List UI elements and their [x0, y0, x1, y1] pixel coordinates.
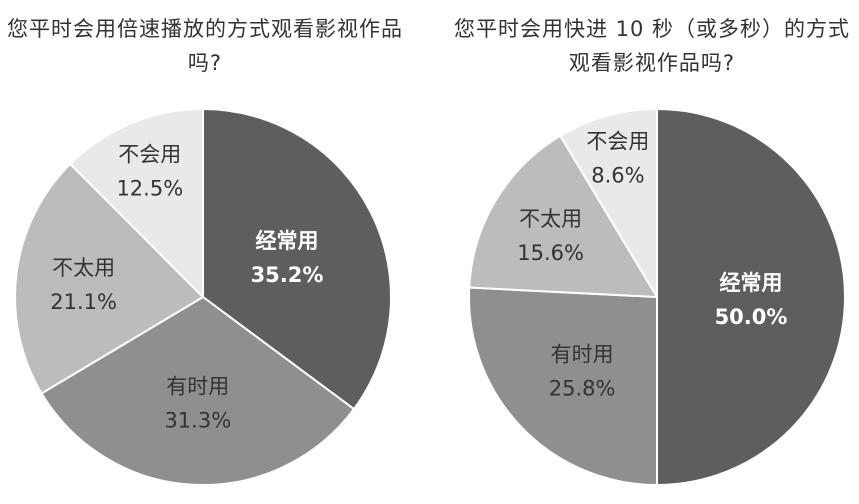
- right-slice-label-2: 有时用: [551, 342, 614, 366]
- right-slice-value-3: 15.6%: [517, 241, 584, 265]
- right-chart-title: 您平时会用快进 10 秒（或多秒）的方式观看影视作品吗?: [453, 17, 851, 75]
- right-pie-slice-2: [468, 286, 658, 486]
- left-slice-value-1: 35.2%: [251, 263, 324, 287]
- left-pie-slice-1: [202, 108, 392, 411]
- right-slice-label-1: 经常用: [720, 271, 783, 295]
- left-slice-label-3: 不太用: [52, 256, 115, 280]
- right-pie-slice-3: [468, 134, 658, 298]
- right-pie-slice-1: [656, 108, 846, 486]
- left-slice-value-2: 31.3%: [164, 408, 231, 432]
- left-pie-slice-4: [69, 108, 204, 298]
- left-slice-label-4: 不会用: [118, 142, 181, 166]
- left-slice-label-2: 有时用: [166, 374, 229, 398]
- left-slice-value-3: 21.1%: [50, 290, 117, 314]
- right-slice-value-1: 50.0%: [715, 305, 788, 329]
- left-pie-slice-2: [40, 296, 355, 486]
- right-slice-value-4: 8.6%: [591, 164, 644, 188]
- left-chart-title: 您平时会用倍速播放的方式观看影视作品吗?: [7, 17, 403, 75]
- right-slice-value-2: 25.8%: [549, 376, 616, 400]
- right-slice-label-3: 不太用: [519, 207, 582, 231]
- left-slice-value-4: 12.5%: [116, 176, 183, 200]
- right-pie-slice-4: [559, 108, 658, 298]
- left-slice-label-1: 经常用: [256, 229, 319, 253]
- left-pie-slice-3: [14, 162, 204, 395]
- right-slice-label-4: 不会用: [586, 130, 649, 154]
